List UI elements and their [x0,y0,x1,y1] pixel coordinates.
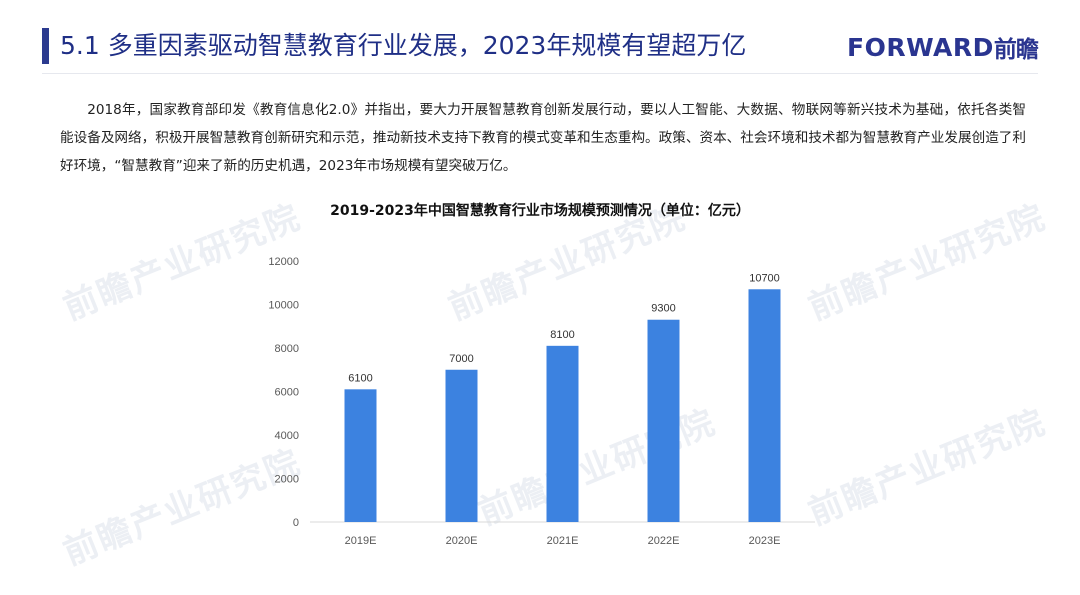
y-tick-label-4: 8000 [275,343,299,355]
bar-2023E [748,289,781,522]
logo-latin-text: FORWARD [847,32,994,62]
bar-2019E [344,389,377,522]
x-tick-label-2023E: 2023E [749,535,781,547]
data-label-2023E: 10700 [749,272,780,284]
y-tick-label-6: 12000 [268,256,299,268]
y-tick-label-3: 6000 [275,387,299,399]
title-divider [42,73,1038,74]
bar-2022E [647,319,680,522]
x-tick-label-2021E: 2021E [547,535,579,547]
data-label-2021E: 8100 [550,329,574,341]
data-label-2019E: 6100 [348,372,372,384]
x-tick-label-2020E: 2020E [446,535,478,547]
body-paragraph: 2018年，国家教育部印发《教育信息化2.0》并指出，要大力开展智慧教育创新发展… [60,102,1026,174]
data-label-2020E: 7000 [449,353,473,365]
page-title: 5.1 多重因素驱动智慧教育行业发展，2023年规模有望超万亿 [60,31,747,60]
chart-title: 2019-2023年中国智慧教育行业市场规模预测情况（单位：亿元） [330,203,750,219]
x-tick-label-2019E: 2019E [345,535,377,547]
bar-2021E [546,345,579,522]
logo-cjk-text: 前瞻 [993,37,1039,63]
brand-logo: FORWARD 前瞻 [847,30,1039,64]
data-label-2022E: 9300 [651,303,675,315]
y-tick-label-5: 10000 [268,300,299,312]
y-tick-label-1: 2000 [275,474,299,486]
bar-2020E [445,369,478,522]
y-tick-label-0: 0 [293,517,299,529]
x-tick-label-2022E: 2022E [648,535,680,547]
title-accent-bar [42,28,49,64]
y-tick-label-2: 4000 [275,430,299,442]
